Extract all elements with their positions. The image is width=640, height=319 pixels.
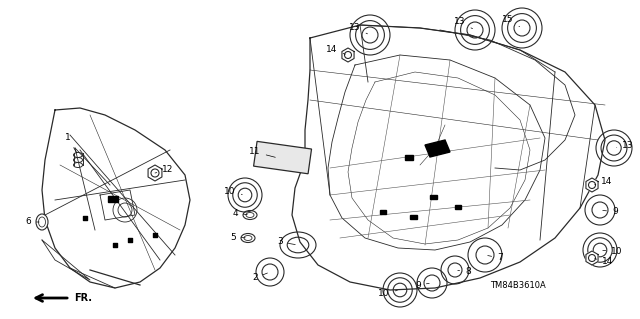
Bar	[253, 141, 312, 174]
Text: TM84B3610A: TM84B3610A	[490, 280, 546, 290]
Polygon shape	[586, 178, 598, 192]
Polygon shape	[455, 205, 461, 209]
Text: 1: 1	[65, 133, 77, 152]
Text: 2: 2	[252, 273, 268, 283]
Text: 8: 8	[458, 268, 471, 277]
Text: 4: 4	[232, 209, 247, 218]
Text: 7: 7	[488, 254, 503, 263]
Text: FR.: FR.	[74, 293, 92, 303]
Text: 12: 12	[155, 166, 173, 174]
Text: 6: 6	[25, 218, 39, 226]
Polygon shape	[108, 196, 118, 202]
Polygon shape	[586, 251, 598, 265]
Text: 14: 14	[595, 257, 614, 266]
Text: 10: 10	[378, 288, 397, 298]
Text: 10: 10	[224, 188, 243, 197]
Text: 13: 13	[617, 140, 634, 150]
Polygon shape	[148, 165, 162, 181]
Polygon shape	[342, 48, 354, 62]
Text: 15: 15	[502, 16, 520, 26]
Text: 13: 13	[454, 18, 472, 29]
Text: 5: 5	[230, 233, 245, 241]
Text: 9: 9	[415, 280, 429, 290]
Polygon shape	[380, 210, 386, 214]
Text: 14: 14	[595, 177, 612, 187]
Ellipse shape	[36, 214, 48, 230]
Text: 9: 9	[603, 207, 618, 217]
Text: 14: 14	[326, 46, 346, 55]
Text: 10: 10	[603, 248, 623, 256]
Polygon shape	[430, 195, 437, 199]
Text: 11: 11	[249, 147, 275, 157]
Text: 3: 3	[277, 238, 295, 247]
Polygon shape	[410, 215, 417, 219]
Polygon shape	[425, 140, 450, 157]
Text: 13: 13	[349, 24, 367, 34]
Polygon shape	[405, 155, 413, 160]
